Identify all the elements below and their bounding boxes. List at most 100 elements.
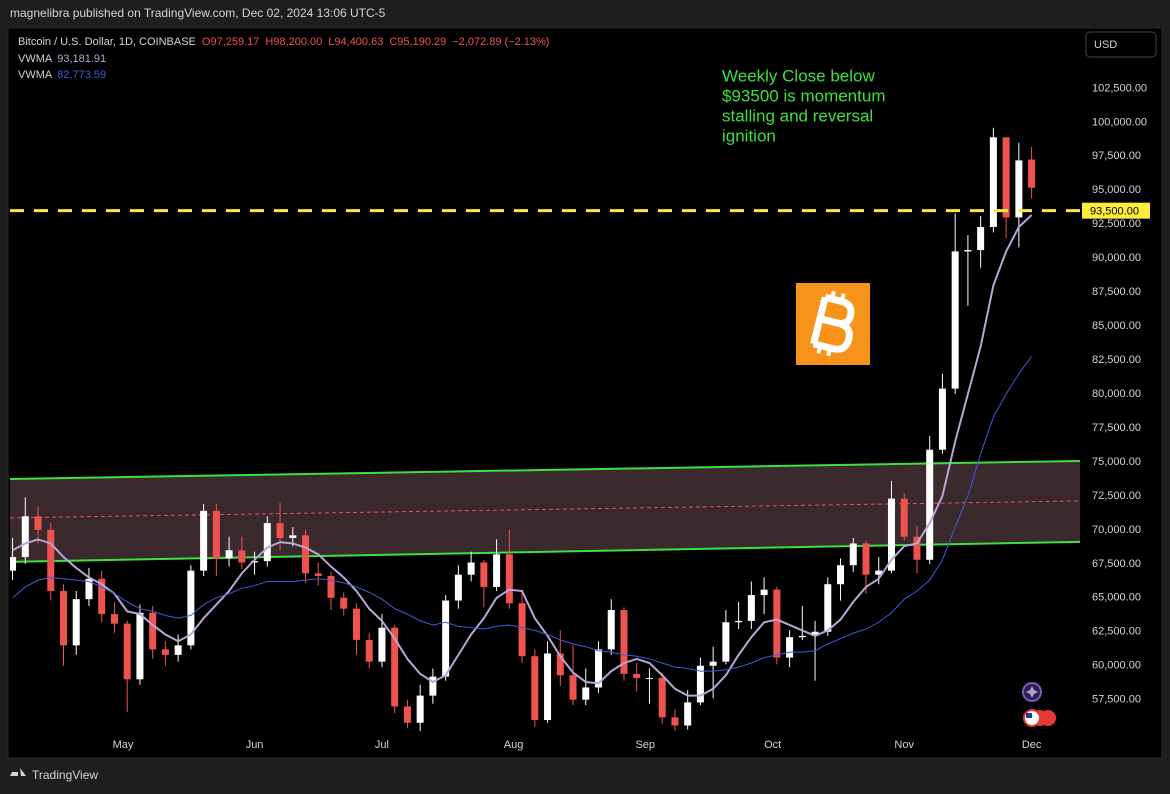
candle-body <box>887 498 895 571</box>
y-tick-label: 57,500.00 <box>1092 694 1141 706</box>
y-tick-label: 65,000.00 <box>1092 592 1141 604</box>
x-tick-label: Nov <box>894 739 914 751</box>
x-tick-label: Aug <box>504 739 524 751</box>
candle-body <box>251 561 259 563</box>
channel-lower <box>10 540 1080 563</box>
candle-body <box>225 550 233 559</box>
candle-body <box>531 656 539 721</box>
y-tick-label: 100,000.00 <box>1092 116 1147 128</box>
y-tick-label: 75,000.00 <box>1092 456 1141 468</box>
header: magnelibra published on TradingView.com,… <box>10 6 386 20</box>
legend-value: 93,181.91 <box>57 53 106 65</box>
candle-body <box>862 543 870 575</box>
candle-body <box>938 388 946 450</box>
candle-body <box>442 600 450 677</box>
candle-body <box>314 573 322 577</box>
change-label: −2,072.89 (−2.13%) <box>452 36 549 48</box>
candle-body <box>760 589 768 596</box>
level-label: 93,500.00 <box>1090 206 1139 218</box>
candle-body <box>569 675 577 700</box>
candle-body <box>658 677 666 718</box>
candle-body <box>416 695 424 723</box>
plot <box>10 127 1080 731</box>
candle-body <box>798 635 806 638</box>
candle-body <box>365 639 373 662</box>
candle-body <box>21 516 29 558</box>
x-tick-label: Oct <box>764 739 781 751</box>
candle-body <box>926 449 934 560</box>
candle-body <box>480 562 488 587</box>
candle-body <box>1015 160 1023 218</box>
candle-body <box>10 557 17 571</box>
candle-body <box>454 574 462 601</box>
y-tick-label: 85,000.00 <box>1092 320 1141 332</box>
candle-body <box>773 589 781 658</box>
y-tick-label: 90,000.00 <box>1092 252 1141 264</box>
candle-body <box>722 622 730 662</box>
candle-body <box>671 717 679 726</box>
candle-body <box>544 653 552 721</box>
candle-body <box>875 570 883 575</box>
legend-name: VWMA <box>18 69 53 81</box>
candle-body <box>913 536 921 560</box>
x-tick-label: Jun <box>246 739 264 751</box>
footer: TradingView <box>32 768 98 782</box>
y-tick-label: 92,500.00 <box>1092 218 1141 230</box>
candle-body <box>352 608 360 640</box>
candle-body <box>696 665 704 703</box>
x-tick-label: Sep <box>635 739 655 751</box>
candle-body <box>302 535 310 574</box>
channel-upper <box>10 459 1080 480</box>
candle-body <box>951 251 959 389</box>
candle-body <box>391 627 399 707</box>
y-tick-label: 62,500.00 <box>1092 626 1141 638</box>
candle-body <box>582 687 590 700</box>
candle-body <box>161 649 169 655</box>
candle-body <box>289 535 297 539</box>
candle-body <box>110 614 118 624</box>
annotation: Weekly Close below <box>722 66 875 85</box>
candle-body <box>747 595 755 621</box>
candle-body <box>824 584 832 632</box>
candle-body <box>518 603 526 657</box>
ohlc-label: C95,190.29 <box>389 36 446 48</box>
candle-body <box>684 702 692 726</box>
y-tick-label: 87,500.00 <box>1092 286 1141 298</box>
candle-body <box>607 610 615 650</box>
candle-body <box>1028 159 1036 188</box>
candle-body <box>327 576 335 598</box>
candle-body <box>595 649 602 688</box>
candle-body <box>60 591 67 646</box>
candle-body <box>493 554 501 587</box>
y-tick-label: 102,500.00 <box>1092 82 1147 94</box>
candle-body <box>900 498 908 537</box>
candle-body <box>340 597 348 609</box>
candle-body <box>620 610 628 674</box>
y-tick-label: 72,500.00 <box>1092 490 1141 502</box>
candle-body <box>136 612 144 680</box>
candle-body <box>849 543 857 566</box>
candle-body <box>964 250 972 252</box>
legend-title: Bitcoin / U.S. Dollar, 1D, COINBASE <box>18 36 196 48</box>
candle-body <box>174 645 182 655</box>
candle-body <box>34 516 42 530</box>
candle-body <box>212 510 220 559</box>
candle-body <box>403 706 411 723</box>
y-tick-label: 97,500.00 <box>1092 150 1141 162</box>
candle-body <box>98 578 106 615</box>
candle-body <box>556 653 564 676</box>
currency-box[interactable] <box>1085 31 1157 58</box>
bitcoin-logo <box>796 283 870 365</box>
bottom-icons <box>1022 682 1056 727</box>
candle-body <box>1002 137 1010 218</box>
candle-body <box>977 226 985 251</box>
vwma-line <box>12 356 1033 672</box>
candle-body <box>263 523 271 562</box>
y-tick-label: 67,500.00 <box>1092 558 1141 570</box>
candle-body <box>811 631 819 636</box>
x-tick-label: May <box>113 739 134 751</box>
ohlc-label: L94,400.63 <box>328 36 383 48</box>
candle-body <box>467 562 475 575</box>
x-tick-label: Jul <box>375 739 389 751</box>
ohlc-label: H98,200.00 <box>265 36 322 48</box>
